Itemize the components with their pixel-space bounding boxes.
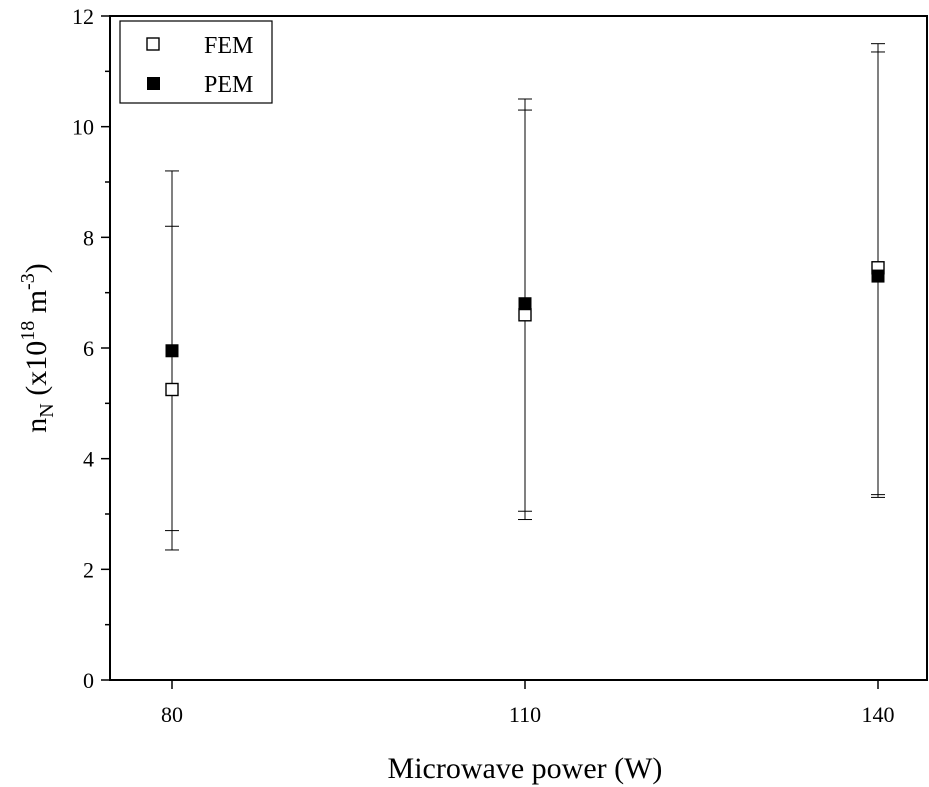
legend-box (119, 20, 273, 104)
x-axis-title: Microwave power (W) (388, 752, 663, 785)
y-axis-title-open: (x10 (20, 341, 53, 404)
y-axis-title: nN (x1018 m-3) (17, 263, 58, 432)
y-axis-title-mid: m (20, 290, 53, 321)
plot-frame (109, 15, 928, 681)
y-tick-label: 2 (83, 557, 94, 582)
x-tick-labels: 80 110 140 (161, 702, 895, 727)
y-tick-label: 10 (72, 115, 94, 140)
y-tick-label: 4 (83, 447, 94, 472)
point-fem (165, 382, 179, 397)
y-axis-title-base: n (20, 418, 53, 433)
legend-fem-label: FEM (204, 33, 253, 59)
tick-marks (101, 15, 879, 689)
y-axis-title-sup1: 18 (17, 321, 39, 341)
y-axis-title-sub: N (36, 403, 58, 417)
x-tick-label: 80 (161, 702, 183, 727)
point-pem (165, 344, 179, 358)
error-bars (165, 43, 885, 551)
legend-pem-label: PEM (204, 72, 253, 98)
legend: FEM PEM (119, 20, 273, 104)
y-axis-title-close: ) (20, 263, 53, 273)
point-pem (518, 297, 532, 311)
y-tick-labels: 0 2 4 6 8 10 12 (72, 4, 94, 693)
y-tick-label: 8 (83, 225, 94, 250)
y-tick-label: 6 (83, 336, 94, 361)
point-pem (871, 269, 885, 283)
legend-pem-marker (147, 77, 160, 90)
y-tick-label: 12 (72, 4, 94, 29)
legend-fem-marker (146, 37, 160, 51)
x-tick-label: 140 (862, 702, 895, 727)
data-markers (165, 261, 885, 397)
y-axis-title-sup2: -3 (17, 273, 39, 290)
y-tick-label: 0 (83, 668, 94, 693)
point-fem (518, 308, 532, 322)
x-tick-label: 110 (509, 702, 541, 727)
